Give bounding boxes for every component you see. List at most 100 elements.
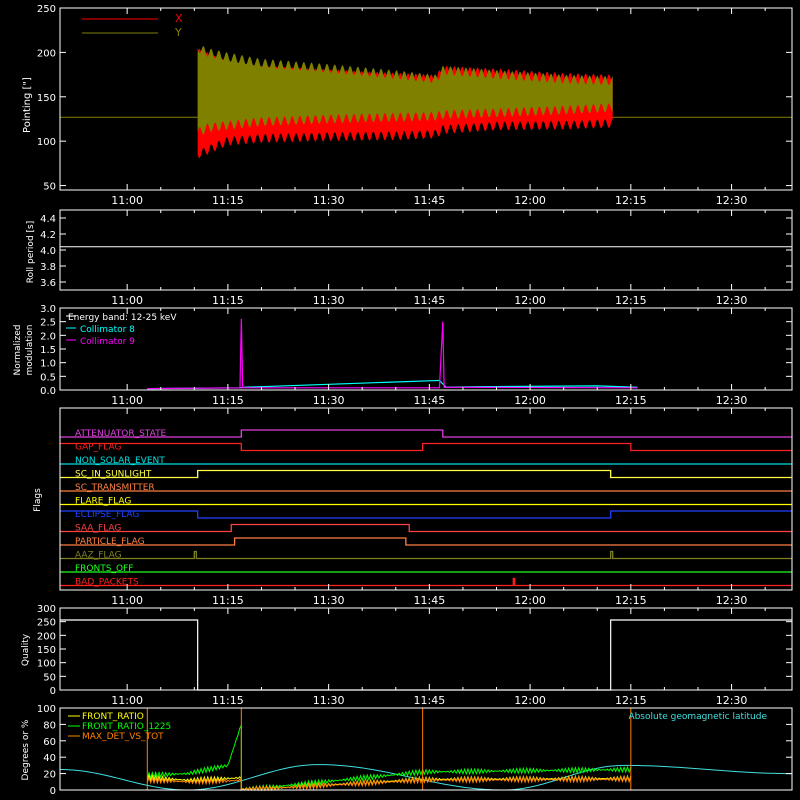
roll-period-yticks: 3.6 3.8 4.0 4.2 4.4 (40, 214, 792, 289)
x-tick-label: 12:30 (716, 294, 748, 307)
quality-yticks: 0 50 100 150 200 250 300 (37, 604, 792, 697)
x-tick-label: 11:45 (414, 194, 446, 207)
legend-y-label: Y (174, 26, 182, 39)
x-tick-label: 11:45 (414, 694, 446, 707)
geomagnetic-panel: Degrees or % FRONT_RATIO FRONT_RATIO_122… (21, 704, 793, 797)
x-tick-label: 12:00 (514, 694, 546, 707)
y-tick-label: 80 (43, 720, 56, 731)
flag-line-saa-flag (60, 523, 792, 533)
x-tick-label: 12:15 (615, 394, 647, 407)
geomagnetic-annotation: Absolute geomagnetic latitude (628, 712, 767, 722)
x-tick-label: 12:30 (716, 394, 748, 407)
pointing-xticks: 11:00 11:15 11:30 11:45 12:00 12:15 12:30 (111, 8, 766, 207)
y-tick-label: 2.0 (40, 331, 56, 342)
flag-label-attenuator-state: ATTENUATOR_STATE (75, 429, 167, 439)
quality-ylabel: Quality (21, 633, 31, 666)
pointing-ylabel: Pointing ["] (22, 77, 33, 133)
y-tick-label: 20 (43, 770, 56, 781)
x-tick-label: 11:45 (414, 394, 446, 407)
y-tick-label: 50 (43, 672, 56, 683)
y-tick-label: 100 (37, 704, 56, 715)
geomagnetic-ylabel: Degrees or % (21, 719, 31, 780)
legend-energy-band: Energy band: 12-25 keV (68, 313, 177, 323)
legend-collimator-8: Collimator 8 (80, 325, 135, 335)
x-tick-label: 11:30 (313, 194, 345, 207)
y-tick-label: 3.0 (40, 304, 56, 315)
series-max-det-vs-tot (146, 775, 632, 792)
y-tick-label: 3.6 (40, 278, 56, 289)
roll-period-panel: Roll period [s] 3.63.84.04.24.4 11:00 11:… (26, 209, 793, 307)
y-tick-label: 100 (37, 659, 56, 670)
series-collimator-8 (147, 379, 638, 390)
flag-label-sc-in-sunlight: SC_IN_SUNLIGHT (75, 470, 152, 480)
flag-label-sc-transmitter: SC_TRANSMITTER (75, 483, 155, 493)
y-tick-label: 250 (37, 4, 56, 15)
y-tick-label: 150 (37, 93, 56, 104)
pointing-plot (60, 18, 792, 159)
x-tick-label: 11:30 (313, 294, 345, 307)
legend-x-label: X (175, 12, 183, 25)
flag-label-particle-flag: PARTICLE_FLAG (75, 537, 145, 547)
modulation-yticks: 0.0 0.5 1.0 1.5 2.0 2.5 3.0 (40, 304, 792, 397)
x-tick-label: 12:30 (716, 194, 748, 207)
series-collimator-9 (147, 318, 638, 390)
x-tick-label: 11:30 (313, 594, 345, 607)
flag-line-attenuator-state (60, 429, 792, 438)
legend-front-ratio: FRONT_RATIO (82, 712, 144, 722)
x-tick-label: 11:15 (212, 394, 244, 407)
x-tick-label: 12:00 (514, 594, 546, 607)
y-tick-label: 0 (50, 786, 56, 797)
geomagnetic-plot (59, 708, 793, 792)
y-tick-label: 250 (37, 618, 56, 629)
x-tick-label: 12:00 (514, 394, 546, 407)
y-tick-label: 200 (37, 631, 56, 642)
flag-label-saa-flag: SAA_FLAG (75, 524, 121, 534)
modulation-plot (66, 315, 638, 390)
flags-panel: Flags ATTENUATOR_STATE GAP_FLAG NON_SOLAR_… (33, 407, 793, 607)
x-tick-label: 12:00 (514, 194, 546, 207)
flags-xticks: 11:00 11:15 11:30 11:45 12:00 12:15 12:30 (111, 408, 766, 607)
flags-frame (59, 407, 793, 591)
y-tick-label: 0.5 (40, 372, 56, 383)
x-tick-label: 11:00 (111, 394, 143, 407)
x-tick-label: 12:30 (716, 594, 748, 607)
geomagnetic-yticks: 0 20 40 60 80 100 (37, 704, 792, 797)
y-tick-label: 1.0 (40, 359, 56, 370)
x-tick-label: 12:15 (615, 294, 647, 307)
series-y-area (197, 46, 613, 135)
flag-label-non-solar-event: NON_SOLAR_EVENT (75, 456, 165, 466)
x-tick-label: 11:00 (111, 194, 143, 207)
flag-line-aaz-flag (60, 550, 792, 560)
modulation-xticks: 11:00 11:15 11:30 11:45 12:00 12:15 12:30 (111, 308, 766, 407)
x-tick-label: 11:00 (111, 294, 143, 307)
flag-line-sc-in-sunlight (60, 469, 792, 479)
flag-label-gap-flag: GAP_FLAG (75, 443, 121, 453)
roll-period-xticks: 11:00 11:15 11:30 11:45 12:00 12:15 12:30 (111, 210, 766, 307)
modulation-panel: Normalized modulation Energy band: 12-25… (13, 304, 793, 407)
x-tick-label: 11:00 (111, 694, 143, 707)
modulation-ylabel-line1: Normalized (13, 324, 23, 375)
y-tick-label: 0.0 (40, 386, 56, 397)
series-front-ratio (146, 773, 632, 792)
x-tick-label: 12:15 (615, 594, 647, 607)
x-tick-label: 11:45 (414, 294, 446, 307)
y-tick-label: 100 (37, 137, 56, 148)
x-tick-label: 11:45 (414, 594, 446, 607)
y-tick-label: 200 (37, 48, 56, 59)
x-tick-label: 11:30 (313, 394, 345, 407)
geomagnetic-frame (59, 707, 793, 791)
x-tick-label: 12:15 (615, 194, 647, 207)
flag-line-gap-flag (60, 442, 792, 452)
y-tick-label: 3.8 (40, 262, 56, 273)
x-tick-label: 11:30 (313, 694, 345, 707)
flag-label-eclipse-flag: ECLIPSE_FLAG (75, 510, 139, 520)
pointing-frame (59, 7, 793, 191)
x-tick-label: 11:15 (212, 294, 244, 307)
flag-line-bad-packets (60, 577, 792, 587)
y-tick-label: 60 (43, 737, 56, 748)
y-tick-label: 4.2 (40, 230, 56, 241)
flag-line-eclipse-flag (60, 510, 792, 519)
y-tick-label: 1.5 (40, 345, 56, 356)
x-tick-label: 12:15 (615, 694, 647, 707)
roll-period-ylabel: Roll period [s] (26, 221, 36, 283)
